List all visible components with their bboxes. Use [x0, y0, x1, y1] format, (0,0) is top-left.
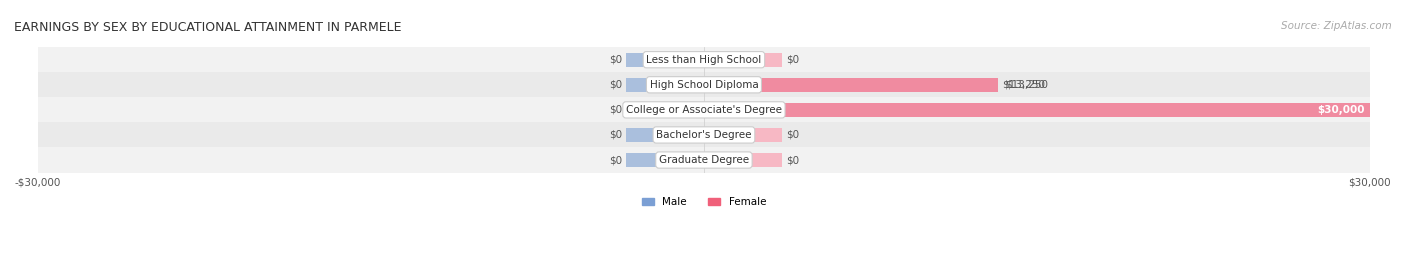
Text: Graduate Degree: Graduate Degree [659, 155, 749, 165]
Bar [704, 103, 1369, 117]
Text: High School Diploma: High School Diploma [650, 80, 758, 90]
Bar [626, 53, 704, 67]
Bar [38, 122, 1369, 147]
Legend: Male, Female: Male, Female [637, 193, 770, 211]
Bar [704, 153, 782, 167]
Text: $0: $0 [786, 130, 799, 140]
Bar [38, 147, 1369, 173]
Text: College or Associate's Degree: College or Associate's Degree [626, 105, 782, 115]
Text: $0: $0 [609, 80, 621, 90]
Text: EARNINGS BY SEX BY EDUCATIONAL ATTAINMENT IN PARMELE: EARNINGS BY SEX BY EDUCATIONAL ATTAINMEN… [14, 21, 402, 35]
Bar [704, 128, 782, 142]
Text: $0: $0 [609, 155, 621, 165]
Bar [626, 128, 704, 142]
Bar [38, 72, 1369, 97]
Bar [38, 97, 1369, 122]
Bar [626, 78, 704, 92]
Text: Source: ZipAtlas.com: Source: ZipAtlas.com [1281, 21, 1392, 31]
Text: $13,250: $13,250 [1005, 80, 1047, 90]
Text: $0: $0 [609, 105, 621, 115]
Bar [38, 47, 1369, 72]
Text: Bachelor's Degree: Bachelor's Degree [657, 130, 752, 140]
Text: $0: $0 [609, 130, 621, 140]
Text: $13,250: $13,250 [1002, 80, 1046, 90]
Bar [704, 78, 998, 92]
Bar [626, 103, 704, 117]
Text: Less than High School: Less than High School [647, 55, 762, 65]
Text: $0: $0 [786, 55, 799, 65]
Text: $0: $0 [786, 155, 799, 165]
Bar [704, 53, 782, 67]
Text: $0: $0 [609, 55, 621, 65]
Bar [626, 153, 704, 167]
Text: $30,000: $30,000 [1317, 105, 1365, 115]
